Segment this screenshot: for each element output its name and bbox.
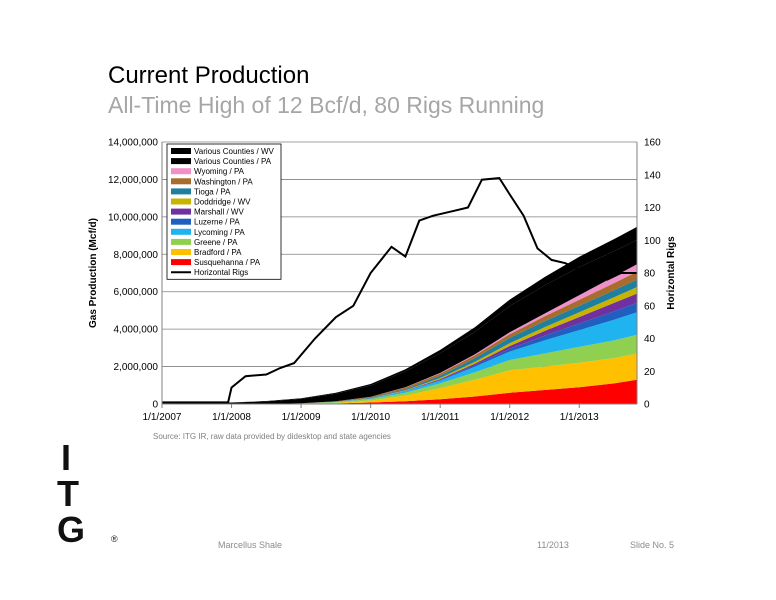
legend-swatch — [171, 158, 191, 165]
y2-tick-label: 20 — [644, 367, 656, 378]
y2-axis-label: Horizontal Rigs — [666, 236, 677, 310]
slide-subtitle: All-Time High of 12 Bcf/d, 80 Rigs Runni… — [108, 92, 545, 118]
y2-tick-label: 40 — [644, 334, 656, 345]
y-tick-label: 10,000,000 — [108, 212, 158, 223]
legend-label: Greene / PA — [194, 238, 238, 247]
legend-swatch — [171, 208, 191, 215]
legend-swatch — [171, 168, 191, 175]
legend-swatch — [171, 249, 191, 255]
legend-label: Horizontal Rigs — [194, 268, 248, 277]
y2-tick-label: 140 — [644, 170, 661, 181]
logo-registered: ® — [111, 534, 118, 544]
legend-label: Bradford / PA — [194, 248, 242, 257]
y-tick-label: 14,000,000 — [108, 138, 158, 149]
legend-label: Doddridge / WV — [194, 198, 251, 207]
x-tick-label: 1/1/2007 — [143, 412, 182, 423]
y2-tick-label: 160 — [644, 138, 661, 149]
legend-label: Susquehanna / PA — [194, 258, 261, 267]
logo-letter-i: I — [61, 440, 71, 478]
legend-label: Lycoming / PA — [194, 228, 245, 237]
production-chart: 0 2,000,000 4,000,000 6,000,000 8,000,000 10,… — [88, 138, 677, 424]
y2-tick-label: 120 — [644, 203, 661, 214]
horizontal-rigs-line — [162, 176, 637, 404]
legend-label: Various Counties / WV — [194, 147, 275, 156]
y2-tick-label: 100 — [644, 236, 661, 247]
slide-title: Current Production — [108, 62, 310, 89]
footer-slide-number: Slide No. 5 — [630, 540, 675, 550]
x-tick-label: 1/1/2009 — [282, 412, 321, 423]
y-tick-label: 6,000,000 — [114, 287, 159, 298]
legend-swatch — [171, 198, 191, 205]
legend-label: Luzerne / PA — [194, 218, 240, 227]
y-axis-label: Gas Production (Mcf/d) — [88, 218, 99, 328]
logo-letter-t: T — [57, 473, 79, 514]
x-tick-label: 1/1/2010 — [351, 412, 390, 423]
legend-label: Washington / PA — [194, 177, 253, 186]
y-tick-label: 0 — [152, 400, 158, 411]
legend-label: Wyoming / PA — [194, 167, 245, 176]
x-tick-label: 1/1/2011 — [421, 412, 460, 423]
y2-tick-label: 80 — [644, 269, 656, 280]
legend-label: Tioga / PA — [194, 187, 231, 196]
legend-swatch — [171, 148, 191, 154]
legend-label: Marshall / WV — [194, 208, 244, 217]
y-tick-label: 2,000,000 — [114, 362, 159, 373]
y-tick-label: 8,000,000 — [114, 250, 159, 261]
y-tick-label: 4,000,000 — [114, 325, 159, 336]
legend-swatch — [171, 228, 191, 235]
legend-swatch — [171, 178, 191, 185]
y2-tick-label: 0 — [644, 400, 650, 411]
footer-topic: Marcellus Shale — [218, 540, 283, 550]
itg-logo: I T G ® — [55, 437, 125, 550]
legend-swatch — [171, 238, 191, 245]
logo-letter-g: G — [57, 509, 85, 545]
legend-swatch — [171, 188, 191, 195]
x-tick-label: 1/1/2008 — [212, 412, 251, 423]
x-tick-label: 1/1/2012 — [490, 412, 529, 423]
legend-label: Various Counties / PA — [194, 157, 272, 166]
y2-tick-label: 60 — [644, 301, 656, 312]
area-bradford-pa — [162, 353, 637, 404]
area-susquehanna-pa — [162, 379, 637, 404]
footer-date: 11/2013 — [537, 540, 569, 550]
y-tick-label: 12,000,000 — [108, 175, 158, 186]
source-note: Source: ITG IR, raw data provided by did… — [153, 432, 391, 441]
x-tick-label: 1/1/2013 — [560, 412, 599, 423]
legend-swatch — [171, 218, 191, 225]
legend-swatch — [171, 259, 191, 266]
